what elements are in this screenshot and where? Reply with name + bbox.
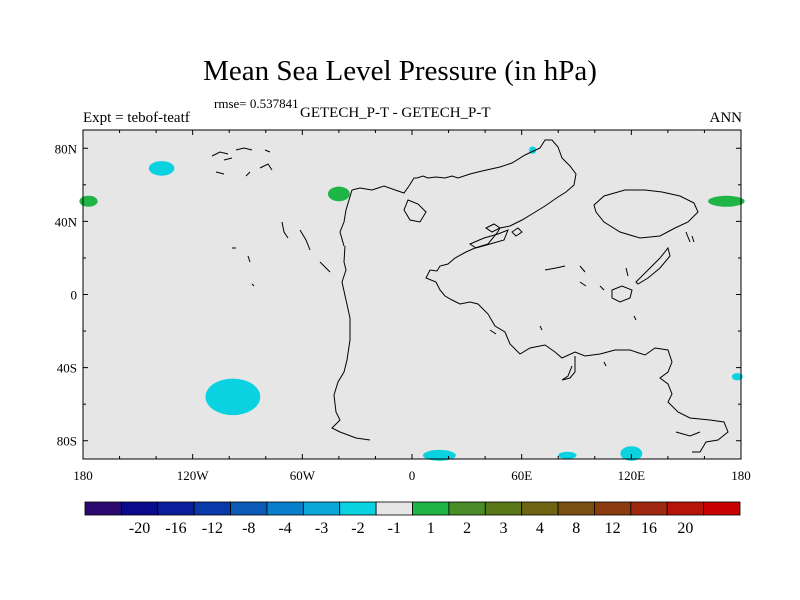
- colorbar-label: 4: [536, 520, 544, 537]
- anomaly-green-east-edge: [708, 195, 745, 207]
- colorbar-swatch: [484, 501, 523, 516]
- colorbar-swatch: [557, 501, 595, 516]
- colorbar-swatch: [339, 501, 377, 516]
- x-tick-label: 60E: [511, 468, 532, 483]
- colorbar-swatch: [302, 501, 341, 516]
- coastline-channel-islands: [468, 223, 523, 249]
- coastline-western-islands: [232, 221, 331, 287]
- anomaly-cyan-south-pacific: [205, 378, 261, 416]
- map-ocean-background: [83, 130, 741, 459]
- y-tick-label: 80N: [55, 141, 78, 156]
- colorbar-label: 3: [499, 520, 507, 537]
- rmse-label: rmse= 0.537841: [214, 96, 299, 111]
- coastline-mid-islands: [489, 231, 701, 437]
- anomaly-cyan-east-south: [731, 373, 743, 381]
- colorbar-label: 1: [427, 520, 435, 537]
- coastline-main-continent: [348, 139, 729, 453]
- colorbar-label: -2: [351, 520, 364, 537]
- colorbar-label: -1: [388, 520, 401, 537]
- anomaly-cyan-north-pacific: [148, 161, 175, 176]
- coastline-east-bar: [635, 246, 671, 285]
- x-tick-label: 180: [731, 468, 751, 483]
- colorbar: -20 -16 -12 -8 -4 -3 -2 -1 1 2 3 4 8 12 16 20: [84, 501, 741, 537]
- y-tick-label: 40N: [55, 214, 78, 229]
- y-tick-label: 80S: [57, 434, 77, 449]
- y-tick-label: 0: [71, 288, 78, 303]
- coastline-west-gulf: [403, 199, 427, 223]
- coastline-bay: [339, 199, 350, 247]
- coastline-south-hook: [561, 356, 576, 381]
- coastline-layer: [211, 139, 729, 453]
- anomaly-green-west-edge: [79, 195, 98, 207]
- coastline-south-segment: [331, 245, 371, 441]
- colorbar-label: 8: [572, 520, 580, 537]
- coastline-arctic-islands: [211, 147, 273, 177]
- colorbar-label: -4: [278, 520, 291, 537]
- colorbar-swatch: [594, 501, 632, 516]
- axis-ticks: 180 120W 60W 0 60E 120E 180 80N 40N 0 40S 80S: [55, 130, 751, 483]
- colorbar-label: -12: [202, 520, 223, 537]
- x-tick-label: 180: [73, 468, 93, 483]
- map-title: Mean Sea Level Pressure (in hPa): [203, 55, 597, 87]
- comparison-label: GETECH_P-T - GETECH_P-T: [300, 105, 491, 121]
- colorbar-label: -3: [315, 520, 328, 537]
- colorbar-label: -16: [165, 520, 186, 537]
- colorbar-label: 2: [463, 520, 471, 537]
- anomaly-cyan-antarctic-2: [558, 451, 577, 459]
- colorbar-label: 20: [677, 520, 693, 537]
- colorbar-swatch: [120, 501, 159, 516]
- colorbar-swatch: [521, 501, 559, 516]
- colorbar-swatch: [230, 501, 268, 516]
- colorbar-label: 12: [605, 520, 621, 537]
- colorbar-swatch: [666, 501, 705, 516]
- y-tick-label: 40S: [57, 361, 77, 376]
- anomaly-cyan-antarctic-3: [620, 446, 643, 461]
- x-tick-label: 0: [409, 468, 416, 483]
- colorbar-swatch: [193, 501, 231, 516]
- colorbar-swatch: [266, 501, 304, 516]
- x-tick-label: 120E: [618, 468, 646, 483]
- x-tick-label: 60W: [290, 468, 316, 483]
- colorbar-swatch: [84, 501, 122, 516]
- coastline-inland-lake: [611, 285, 633, 303]
- colorbar-swatch: [703, 501, 741, 516]
- colorbar-swatch: [375, 501, 413, 516]
- colorbar-swatch: [412, 501, 450, 516]
- colorbar-swatch: [157, 501, 195, 516]
- colorbar-swatch: [448, 501, 486, 516]
- x-tick-label: 120W: [177, 468, 210, 483]
- anomaly-cyan-antarctic-1: [422, 449, 456, 461]
- colorbar-label: -20: [129, 520, 150, 537]
- experiment-label: Expt = tebof-teatf: [83, 110, 190, 126]
- anomaly-green-atlantic: [327, 186, 350, 202]
- season-label: ANN: [709, 110, 743, 126]
- coastline-east-island: [593, 189, 699, 239]
- colorbar-swatch: [630, 501, 668, 516]
- colorbar-label: 16: [641, 520, 657, 537]
- colorbar-label: -8: [242, 520, 255, 537]
- anomaly-layer: [79, 146, 745, 461]
